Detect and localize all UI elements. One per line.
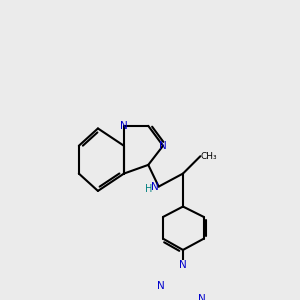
Text: N: N [179, 260, 187, 270]
Text: N: N [159, 141, 167, 151]
Text: N: N [198, 294, 206, 300]
Text: N: N [151, 182, 159, 192]
Text: N: N [120, 121, 128, 131]
Text: H: H [145, 184, 152, 194]
Text: CH₃: CH₃ [200, 152, 217, 161]
Text: N: N [157, 281, 164, 291]
